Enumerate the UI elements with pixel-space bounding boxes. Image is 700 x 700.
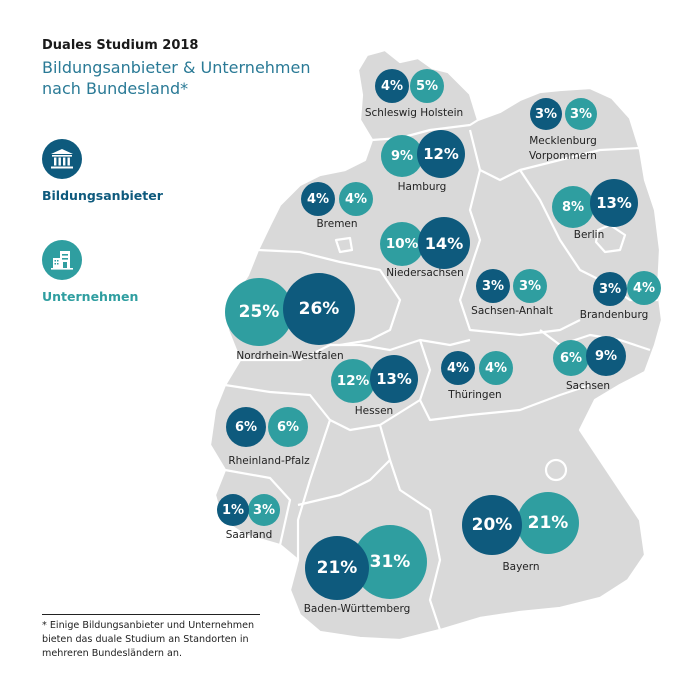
- bubble-bildungsanbieter: 12%: [417, 130, 465, 178]
- bubble-bildungsanbieter: 20%: [462, 495, 522, 555]
- footnote: * Einige Bildungsanbieter und Unternehme…: [42, 620, 255, 659]
- state-label: Rheinland-Pfalz: [228, 455, 310, 467]
- state-label: Saarland: [225, 529, 273, 541]
- chart-title: Duales Studium 2018: [42, 38, 199, 53]
- bubble-bildungsanbieter: 13%: [590, 179, 638, 227]
- bubble-bildungsanbieter: 3%: [593, 272, 627, 306]
- state-label: Hamburg: [397, 181, 447, 193]
- state-label: Bayern: [502, 561, 540, 573]
- state-label: Hessen: [354, 405, 394, 417]
- legend-label: Bildungsanbieter: [42, 188, 163, 203]
- bubble-bildungsanbieter: 4%: [441, 351, 475, 385]
- state-borders: [224, 119, 658, 631]
- university-building-icon: [42, 139, 82, 179]
- bubble-unternehmen: 25%: [225, 278, 293, 346]
- bubble-unternehmen: 3%: [565, 98, 597, 130]
- legend-item-unternehmen: Unternehmen: [42, 240, 138, 304]
- state-label: Sachsen: [565, 380, 611, 392]
- bubble-bildungsanbieter: 6%: [226, 407, 266, 447]
- state-label: Bremen: [316, 218, 358, 230]
- bubble-unternehmen: 12%: [331, 359, 375, 403]
- bubble-unternehmen: 4%: [627, 271, 661, 305]
- bubble-bildungsanbieter: 3%: [476, 269, 510, 303]
- bubble-unternehmen: 8%: [552, 186, 594, 228]
- state-label: Niedersachsen: [386, 267, 464, 279]
- bubble-bildungsanbieter: 9%: [586, 336, 626, 376]
- bubble-bildungsanbieter: 13%: [370, 355, 418, 403]
- bubble-bildungsanbieter: 14%: [418, 217, 470, 269]
- bubble-unternehmen: 3%: [513, 269, 547, 303]
- bubble-bildungsanbieter: 1%: [217, 494, 249, 526]
- bubble-unternehmen: 3%: [248, 494, 280, 526]
- state-label: Thüringen: [448, 389, 502, 401]
- bubble-unternehmen: 10%: [380, 222, 424, 266]
- state-label: Schleswig Holstein: [364, 107, 464, 119]
- bubble-unternehmen: 5%: [410, 69, 444, 103]
- chart-subtitle: Bildungsanbieter & Unternehmen nach Bund…: [42, 58, 311, 98]
- bubble-unternehmen: 21%: [517, 492, 579, 554]
- bubble-unternehmen: 6%: [553, 340, 589, 376]
- legend-label: Unternehmen: [42, 289, 139, 304]
- state-label: Sachsen-Anhalt: [471, 305, 553, 317]
- footnote-divider: [42, 614, 260, 615]
- state-label: Berlin: [573, 229, 605, 241]
- state-label: Nordrhein-Westfalen: [236, 350, 344, 362]
- bubble-bildungsanbieter: 21%: [305, 536, 369, 600]
- state-label: Brandenburg: [579, 309, 649, 321]
- state-label: Baden-Württemberg: [303, 603, 411, 615]
- bubble-unternehmen: 9%: [381, 135, 423, 177]
- bubble-bildungsanbieter: 3%: [530, 98, 562, 130]
- bubble-unternehmen: 4%: [479, 351, 513, 385]
- bubble-unternehmen: 6%: [268, 407, 308, 447]
- bubble-bildungsanbieter: 4%: [301, 182, 335, 216]
- state-label: Mecklenburg Vorpommern: [529, 135, 597, 162]
- bubble-bildungsanbieter: 4%: [375, 69, 409, 103]
- bubble-bildungsanbieter: 26%: [283, 273, 355, 345]
- legend-item-bildungsanbieter: Bildungsanbieter: [42, 139, 163, 203]
- bubble-unternehmen: 4%: [339, 182, 373, 216]
- office-building-icon: [42, 240, 82, 280]
